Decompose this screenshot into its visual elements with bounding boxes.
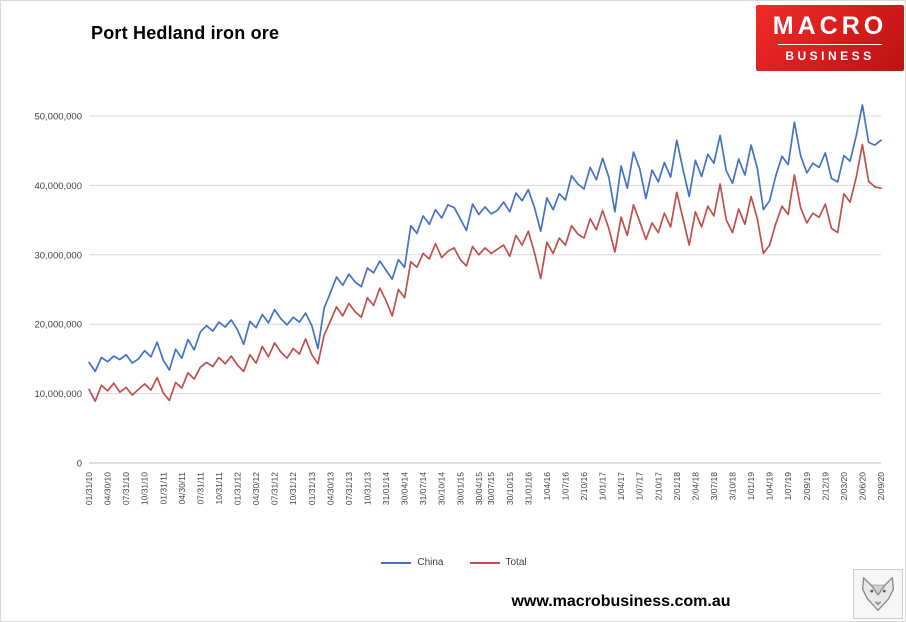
china-line-swatch	[381, 561, 412, 564]
svg-text:01/31/12: 01/31/12	[233, 472, 243, 505]
fox-logo-icon	[853, 569, 903, 619]
svg-text:30/10/15: 30/10/15	[505, 472, 515, 505]
logo-macro-text: MACRO	[772, 12, 888, 41]
svg-text:10/31/11: 10/31/11	[214, 472, 224, 505]
svg-text:1/07/19: 1/07/19	[783, 472, 793, 501]
svg-text:30/07/15: 30/07/15	[486, 472, 496, 505]
svg-text:10/31/10: 10/31/10	[140, 472, 150, 505]
svg-text:2/12/19: 2/12/19	[820, 472, 830, 501]
line-chart: 0 10,000,000 20,000,000 30,000,000 40,000,00…	[34, 104, 886, 505]
svg-text:31/01/16: 31/01/16	[523, 472, 533, 505]
svg-text:01/31/11: 01/31/11	[158, 472, 168, 505]
chart-legend: China Total	[1, 557, 906, 568]
svg-text:30/01/15: 30/01/15	[455, 472, 465, 505]
legend-item-total: Total	[469, 557, 527, 568]
svg-text:1/04/19: 1/04/19	[765, 472, 775, 501]
logo-divider	[778, 43, 882, 45]
svg-text:10/31/13: 10/31/13	[362, 472, 372, 505]
svg-text:1/07/16: 1/07/16	[560, 472, 570, 501]
total-line-swatch	[469, 561, 500, 564]
svg-text:04/30/12: 04/30/12	[251, 472, 261, 505]
page-title: Port Hedland iron ore	[91, 23, 280, 43]
svg-text:40,000,000: 40,000,000	[34, 181, 82, 192]
svg-text:20,000,000: 20,000,000	[34, 320, 82, 331]
svg-text:3/10/18: 3/10/18	[728, 472, 738, 501]
svg-text:0: 0	[77, 459, 82, 470]
svg-text:04/30/13: 04/30/13	[325, 472, 335, 505]
svg-text:07/31/12: 07/31/12	[270, 472, 280, 505]
logo-business-text: BUSINESS	[785, 48, 875, 63]
svg-text:30/10/14: 30/10/14	[437, 472, 447, 505]
legend-label-china: China	[417, 557, 444, 568]
svg-text:07/31/13: 07/31/13	[344, 472, 354, 505]
svg-text:10,000,000: 10,000,000	[34, 389, 82, 400]
svg-text:2/06/20: 2/06/20	[857, 472, 867, 501]
svg-text:50,000,000: 50,000,000	[34, 112, 82, 123]
svg-text:2/10/16: 2/10/16	[579, 472, 589, 501]
svg-text:2/03/20: 2/03/20	[839, 472, 849, 501]
svg-text:2/10/17: 2/10/17	[653, 472, 663, 501]
svg-text:1/01/19: 1/01/19	[746, 472, 756, 501]
svg-text:07/31/11: 07/31/11	[195, 472, 205, 505]
svg-text:07/31/10: 07/31/10	[121, 472, 131, 505]
svg-text:3/07/18: 3/07/18	[709, 472, 719, 501]
svg-text:1/01/17: 1/01/17	[598, 472, 608, 501]
svg-text:30/04/15: 30/04/15	[474, 472, 484, 505]
svg-text:1/07/17: 1/07/17	[635, 472, 645, 501]
footer-url: www.macrobusiness.com.au	[511, 593, 731, 610]
svg-text:01/31/13: 01/31/13	[307, 472, 317, 505]
svg-text:31/01/14: 31/01/14	[381, 472, 391, 505]
macrobusiness-logo: MACRO BUSINESS	[756, 5, 904, 71]
svg-text:2/09/20: 2/09/20	[876, 472, 886, 501]
svg-text:04/30/10: 04/30/10	[103, 472, 113, 505]
svg-text:01/31/10: 01/31/10	[84, 472, 94, 505]
svg-text:31/07/14: 31/07/14	[418, 472, 428, 505]
svg-text:04/30/11: 04/30/11	[177, 472, 187, 505]
svg-text:30,000,000: 30,000,000	[34, 250, 82, 261]
svg-text:1/04/17: 1/04/17	[616, 472, 626, 501]
legend-label-total: Total	[505, 557, 527, 568]
svg-text:2/01/18: 2/01/18	[672, 472, 682, 501]
svg-text:10/31/12: 10/31/12	[288, 472, 298, 505]
svg-text:1/04/16: 1/04/16	[542, 472, 552, 501]
svg-text:2/04/18: 2/04/18	[690, 472, 700, 501]
svg-text:2/09/19: 2/09/19	[802, 472, 812, 501]
legend-item-china: China	[381, 557, 444, 568]
svg-text:30/04/14: 30/04/14	[400, 472, 410, 505]
